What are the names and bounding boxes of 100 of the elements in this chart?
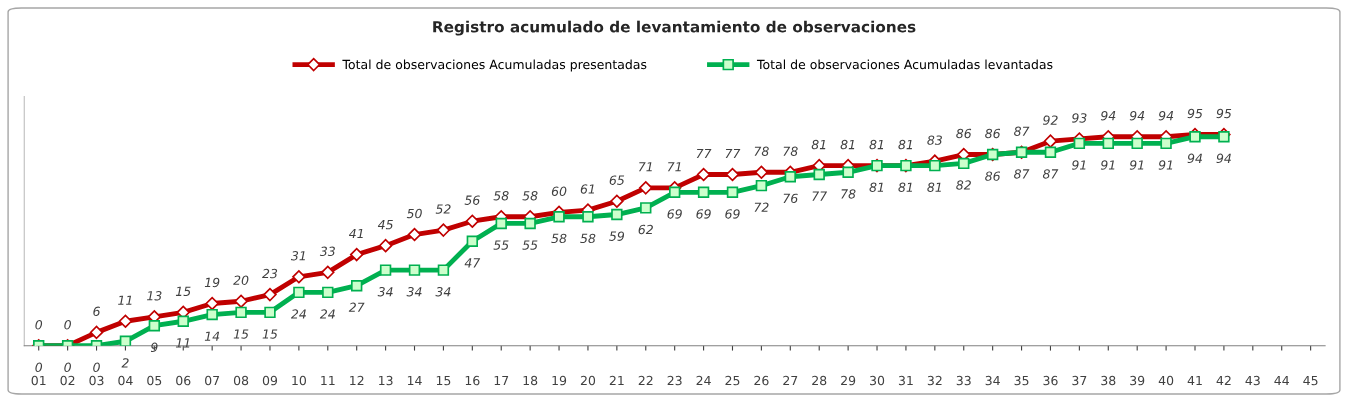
x-tick-label: 44 <box>1274 375 1289 386</box>
point <box>292 270 306 284</box>
data-label: 11 <box>118 295 132 305</box>
x-tick-label: 20 <box>580 375 596 386</box>
x-tick-label: 27 <box>783 375 798 386</box>
data-label: 0 <box>35 319 43 330</box>
data-label: 6 <box>93 306 100 317</box>
data-label: 65 <box>609 175 625 185</box>
point <box>697 186 710 199</box>
data-label: 31 <box>290 251 305 261</box>
data-label: 20 <box>233 275 249 285</box>
point <box>1044 146 1057 158</box>
data-label: 0 <box>35 362 43 373</box>
data-label: 47 <box>464 258 481 268</box>
data-label: 19 <box>204 277 220 288</box>
data-label: 58 <box>522 191 538 201</box>
data-label: 91 <box>1158 160 1173 170</box>
data-label: 71 <box>667 162 681 172</box>
legend-label: Total de observaciones Acumuladas presentadas <box>342 59 647 72</box>
point <box>640 202 652 214</box>
point <box>293 286 305 299</box>
data-label: 81 <box>869 182 884 192</box>
data-label: 81 <box>869 139 884 150</box>
x-tick-label: 07 <box>205 375 220 386</box>
data-label: 77 <box>812 191 828 201</box>
data-label: 11 <box>175 338 190 348</box>
x-tick-label: 38 <box>1101 375 1116 386</box>
point <box>177 315 189 327</box>
data-label: 81 <box>840 139 855 150</box>
x-tick-label: 36 <box>1043 375 1058 386</box>
point <box>466 235 479 247</box>
data-label: 62 <box>638 224 653 235</box>
data-label: 34 <box>377 287 393 297</box>
point <box>264 306 276 319</box>
x-tick-label: 34 <box>985 375 1000 386</box>
point <box>696 167 711 182</box>
point <box>582 211 594 223</box>
data-label: 77 <box>725 148 741 159</box>
x-tick-label: 30 <box>870 375 885 386</box>
point <box>813 168 825 181</box>
data-label: 81 <box>898 182 912 192</box>
point <box>379 264 392 276</box>
point <box>205 296 219 311</box>
data-label: 41 <box>348 228 363 239</box>
data-label: 81 <box>898 139 912 150</box>
data-label: 9 <box>150 342 158 353</box>
x-tick-label: 42 <box>1216 375 1231 386</box>
point <box>89 325 104 340</box>
data-label: 55 <box>493 240 509 250</box>
x-tick-label: 32 <box>927 375 942 386</box>
point <box>755 179 768 192</box>
data-label: 86 <box>985 128 1001 139</box>
point <box>842 166 854 178</box>
point <box>495 217 507 230</box>
x-tick-label: 02 <box>60 375 75 386</box>
point <box>553 211 565 223</box>
data-label: 86 <box>956 128 972 139</box>
data-label: 94 <box>1216 153 1231 164</box>
x-tick-label: 26 <box>754 375 769 386</box>
data-label: 55 <box>522 240 538 250</box>
data-label: 92 <box>1043 115 1058 125</box>
data-label: 78 <box>754 146 769 156</box>
point <box>929 159 941 172</box>
data-label: 72 <box>754 202 769 212</box>
data-label: 94 <box>1129 110 1145 121</box>
point <box>322 286 334 299</box>
point <box>610 194 624 208</box>
point <box>1218 131 1230 143</box>
data-label: 59 <box>609 231 625 241</box>
point <box>1043 134 1058 148</box>
data-label: 87 <box>1014 169 1030 179</box>
point <box>1073 137 1086 150</box>
point <box>437 264 450 276</box>
point <box>524 217 536 230</box>
point <box>958 157 970 170</box>
point <box>118 314 133 328</box>
data-label: 34 <box>435 287 451 297</box>
point <box>754 165 769 180</box>
data-label: 13 <box>147 291 162 301</box>
x-tick-label: 22 <box>638 375 653 386</box>
data-label: 87 <box>1014 126 1030 136</box>
x-tick-label: 25 <box>725 375 740 386</box>
data-label: 81 <box>927 182 941 192</box>
data-label: 78 <box>783 146 798 156</box>
data-label: 76 <box>783 193 798 204</box>
x-tick-label: 08 <box>233 375 249 386</box>
chart-title: Registro acumulado de levantamiento de observaciones <box>433 20 916 36</box>
data-label: 94 <box>1100 110 1116 121</box>
x-tick-label: 11 <box>321 375 335 386</box>
x-tick-label: 13 <box>379 375 393 386</box>
x-tick-label: 29 <box>841 375 856 386</box>
x-tick-label: 40 <box>1158 375 1174 386</box>
x-tick-label: 39 <box>1130 375 1145 386</box>
x-tick-label: 09 <box>262 375 278 386</box>
data-label: 94 <box>1158 110 1174 121</box>
x-tick-label: 28 <box>812 375 827 386</box>
data-label: 69 <box>667 209 682 219</box>
data-label: 86 <box>985 171 1001 181</box>
x-tick-label: 05 <box>147 375 162 386</box>
data-label: 81 <box>811 139 826 150</box>
